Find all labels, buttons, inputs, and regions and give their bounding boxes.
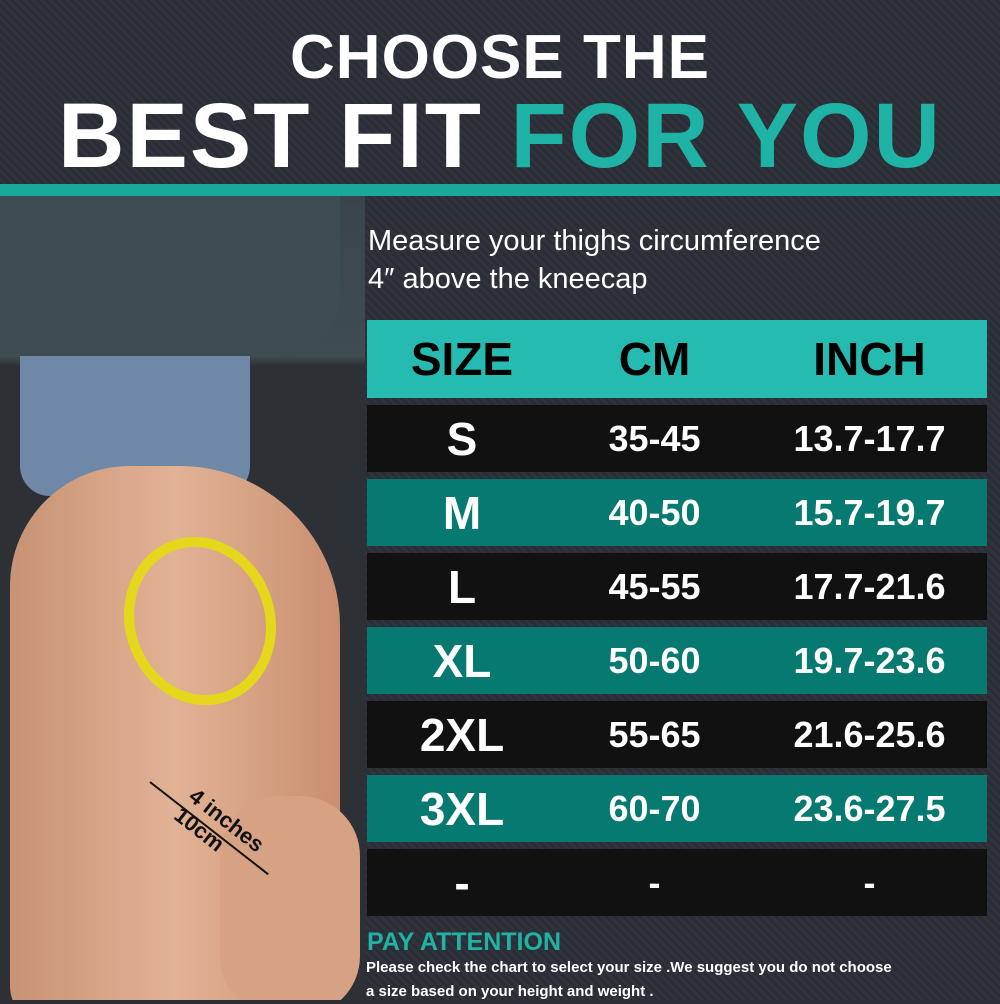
cell-size: - [454, 856, 470, 909]
thigh-measure-photo: 4 inches 10cm [0, 196, 365, 1000]
attention-heading: PAY ATTENTION [367, 928, 562, 956]
title-white: BEST FIT [58, 85, 483, 187]
header-inch: INCH [813, 333, 926, 385]
cell-cm: 55-65 [608, 713, 701, 755]
knee [220, 796, 360, 1000]
cell-cm: - [648, 861, 661, 903]
cell-cm: 60-70 [608, 787, 701, 829]
title-line-2: BEST FIT FOR YOU [0, 84, 1000, 189]
attention-line-2: a size based on your height and weight . [366, 983, 654, 1000]
size-table: SIZE CM INCH S 35-45 13.7-17.7 M 40-50 15.7-1… [367, 320, 987, 923]
table-row: L 45-55 17.7-21.6 [367, 553, 987, 620]
cell-size: XL [432, 634, 492, 687]
attention-text: Please check the chart to select your si… [366, 956, 996, 1004]
header-cm: CM [618, 333, 691, 385]
instruction-line-1: Measure your thighs circumference [368, 225, 821, 257]
table-row: S 35-45 13.7-17.7 [367, 405, 987, 472]
table-row: 3XL 60-70 23.6-27.5 [367, 775, 987, 842]
cell-size: 3XL [419, 782, 505, 835]
attention-line-1: Please check the chart to select your si… [366, 959, 892, 976]
cell-cm: 35-45 [608, 417, 701, 459]
table-row: M 40-50 15.7-19.7 [367, 479, 987, 546]
table-row: --- [367, 849, 987, 916]
cell-inch: 13.7-17.7 [793, 417, 946, 459]
cell-cm: 40-50 [608, 491, 701, 533]
shirt [0, 196, 340, 356]
cell-size: 2XL [419, 708, 505, 761]
cell-inch: 23.6-27.5 [793, 787, 946, 829]
header-size: SIZE [410, 333, 514, 385]
cell-inch: 15.7-19.7 [793, 491, 946, 533]
instruction-line-2: 4″ above the kneecap [368, 263, 648, 295]
cell-inch: - [863, 861, 876, 903]
title-line-1: CHOOSE THE [290, 23, 710, 92]
table-header: SIZE CM INCH [367, 320, 987, 398]
instruction: Measure your thighs circumference 4″ abo… [368, 222, 821, 298]
table-row: 2XL 55-65 21.6-25.6 [367, 701, 987, 768]
table-row: XL 50-60 19.7-23.6 [367, 627, 987, 694]
accent-band [0, 184, 1000, 196]
cell-size: M [442, 486, 482, 539]
cell-inch: 21.6-25.6 [793, 713, 946, 755]
cell-cm: 50-60 [608, 639, 701, 681]
cell-cm: 45-55 [608, 565, 701, 607]
cell-size: L [447, 560, 477, 613]
title-accent: FOR YOU [510, 85, 942, 187]
cell-inch: 19.7-23.6 [793, 639, 946, 681]
cell-size: S [446, 412, 478, 465]
cell-inch: 17.7-21.6 [793, 565, 946, 607]
